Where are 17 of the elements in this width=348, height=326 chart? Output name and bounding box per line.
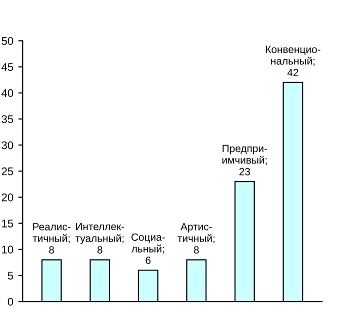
y-tick-label: 25 [2, 167, 14, 176]
y-tick-label: 50 [2, 37, 14, 45]
y-tick-label: 45 [1, 63, 14, 71]
y-tick-label: 40 [1, 89, 14, 98]
data-label: Предпри- имчивый; 23 [222, 144, 268, 176]
data-label: Реалис- тичный; 8 [32, 223, 70, 254]
data-label: Социа- льный; 6 [131, 233, 165, 264]
y-tick-label: 35 [2, 115, 14, 124]
y-tick-label: 10 [2, 246, 14, 254]
data-label: Конвенцио- нальный; 42 [266, 46, 320, 76]
y-tick-label: 15 [2, 220, 14, 228]
y-tick-label: 5 [8, 272, 14, 280]
y-tick-label: 0 [8, 298, 14, 306]
y-tick-label: 30 [2, 141, 14, 150]
data-label: Артис- тичный; 8 [178, 223, 214, 254]
data-label: Интеллек- туальный; 8 [75, 222, 124, 254]
y-tick-label: 20 [2, 193, 14, 202]
